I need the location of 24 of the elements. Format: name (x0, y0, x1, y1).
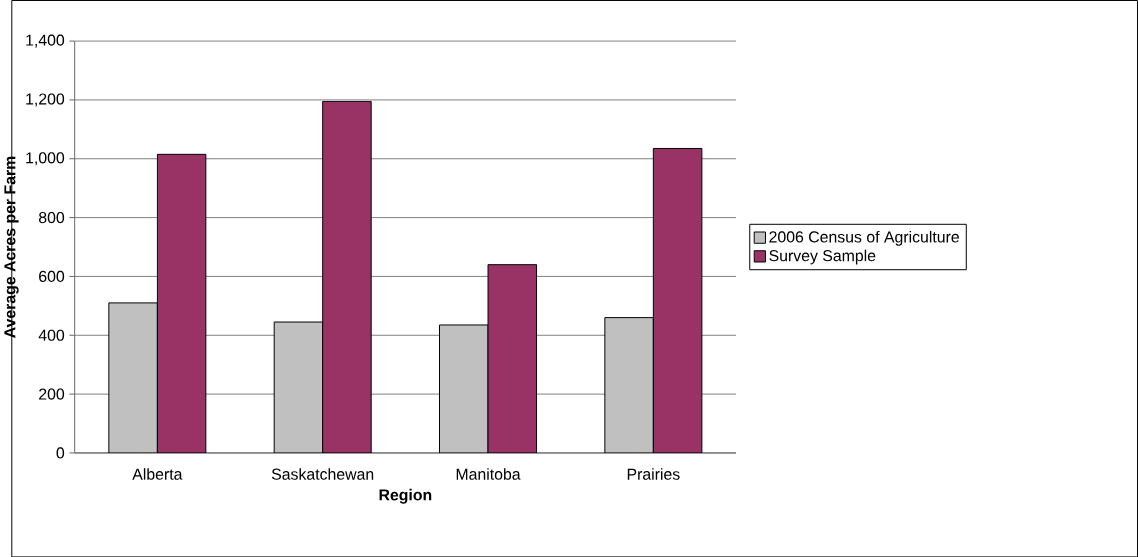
bar (322, 100, 372, 453)
y-tick-label: 1,000 (26, 152, 65, 166)
legend-label: 2006 Census of Agriculture (769, 230, 959, 246)
bar (439, 324, 489, 453)
bar (156, 153, 207, 453)
y-tick-label: 1,200 (26, 93, 65, 107)
x-tick-label: Manitoba (456, 467, 521, 480)
y-tick-label: 400 (38, 329, 65, 341)
legend-label: Survey Sample (769, 249, 876, 265)
bar (652, 147, 703, 453)
x-axis-title: Region (379, 488, 432, 504)
x-tick-label: Prairies (627, 467, 680, 480)
bar (604, 316, 654, 453)
bar (487, 263, 538, 453)
bar (273, 321, 324, 453)
y-tick-label: 1,400 (26, 34, 65, 48)
y-tick-label: 200 (39, 388, 65, 400)
x-tick-label: Alberta (132, 467, 183, 480)
y-tick-label: 800 (38, 211, 65, 223)
y-axis-title: Average Acres per Farm (4, 156, 19, 338)
y-tick-label: 0 (56, 447, 65, 459)
y-tick-label: 600 (39, 270, 65, 282)
bar (108, 302, 158, 453)
x-tick-label: Saskatchewan (271, 467, 374, 480)
